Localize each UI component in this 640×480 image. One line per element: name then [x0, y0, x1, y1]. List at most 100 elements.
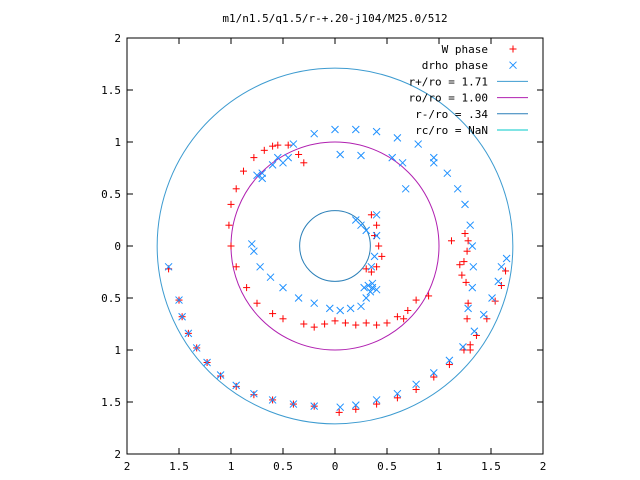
drho-phase-point	[325, 304, 334, 313]
w-phase-point	[232, 382, 240, 390]
drho-phase-point	[479, 310, 488, 319]
drho-phase-point	[372, 210, 381, 219]
w-phase-point	[447, 237, 455, 245]
drho-phase-point	[429, 158, 438, 167]
legend-label: r-/ro = .34	[415, 108, 488, 121]
w-phase-point	[412, 296, 420, 304]
drho-phase-point	[164, 262, 173, 271]
drho-phase-point	[175, 296, 183, 304]
drho-phase-point	[310, 129, 319, 138]
y-tick-label: 1.5	[101, 84, 121, 97]
x-tick-label: 2	[124, 460, 131, 473]
y-tick-label: 2	[114, 448, 121, 461]
w-phase-point	[239, 167, 247, 175]
w-phase-point	[466, 346, 474, 354]
drho-phase-point	[268, 396, 277, 404]
w-phase-point	[232, 185, 240, 193]
legend-label: rc/ro = NaN	[415, 124, 488, 137]
x-tick-label: 1.5	[481, 460, 501, 473]
drho-phase-point	[289, 400, 298, 408]
w-phase-point	[404, 306, 412, 314]
drho-phase-point	[289, 140, 298, 148]
w-phase-point	[250, 154, 258, 162]
w-phase-point	[217, 372, 225, 380]
w-phase-point	[300, 320, 308, 328]
w-phase-point	[362, 319, 370, 327]
drho-phase-point	[310, 299, 319, 308]
w-phase-point	[227, 242, 235, 250]
drho-phase-point	[357, 302, 365, 311]
drho-phase-point	[253, 171, 261, 180]
w-phase-point	[373, 400, 381, 408]
drho-phase-point	[279, 283, 287, 292]
w-phase-point	[295, 150, 303, 158]
w-phase-point	[483, 315, 491, 323]
w-phase-point	[460, 258, 468, 266]
w-phase-point	[250, 391, 258, 399]
drho-phase-point	[429, 369, 438, 377]
w-phase-point	[430, 373, 438, 381]
w-phase-point	[321, 320, 329, 328]
w-phase-point	[274, 141, 282, 149]
drho-phase-point	[250, 389, 258, 398]
drho-phase-point	[178, 312, 186, 321]
axis-ticks: 2 1.5 1 0.5 0 0.5 1 1.5 221.510.500.511.52	[101, 32, 546, 473]
drho-phase-point	[502, 254, 511, 263]
data-points	[164, 125, 511, 416]
w-phase-point	[400, 315, 408, 323]
drho-phase-point	[266, 273, 275, 282]
drho-phase-point	[393, 133, 402, 142]
drho-phase-point	[466, 221, 475, 230]
drho-phase-point	[268, 161, 277, 169]
drho-phase-point	[203, 358, 211, 367]
w-phase-point	[425, 292, 433, 300]
drho-phase-point	[497, 262, 506, 271]
drho-phase-point	[192, 344, 201, 352]
w-phase-point	[243, 284, 251, 292]
w-phase-point	[352, 321, 360, 329]
drho-phase-point	[294, 294, 303, 302]
legend-label: W phase	[442, 43, 488, 56]
w-phase-point	[284, 141, 292, 149]
drho-phase-point	[372, 127, 381, 136]
x-tick-label: 1	[228, 460, 235, 473]
drho-phase-point	[284, 153, 293, 162]
reference-circles	[156, 67, 514, 425]
w-phase-point	[232, 263, 240, 271]
w-phase-point	[463, 315, 471, 323]
drho-phase-point	[445, 356, 454, 365]
x-tick-label: 0.5	[377, 460, 397, 473]
drho-phase-point	[336, 150, 345, 159]
drho-phase-point	[360, 283, 368, 292]
w-phase-point	[461, 230, 469, 238]
drho-phase-point	[459, 343, 467, 351]
drho-phase-point	[393, 389, 402, 398]
drho-phase-point	[398, 158, 407, 167]
w-phase-point	[462, 278, 470, 286]
w-phase-point	[463, 247, 471, 255]
w-phase-point	[464, 237, 472, 245]
chart-title: m1/n1.5/q1.5/r-+.20-j104/M25.0/512	[222, 12, 447, 25]
drho-phase-point	[461, 200, 469, 209]
drho-phase-point	[469, 262, 478, 271]
legend-label: ro/ro = 1.00	[409, 92, 488, 105]
drho-phase-point	[412, 380, 420, 389]
drho-phase-point	[414, 140, 423, 148]
drho-phase-point	[443, 169, 452, 178]
w-phase-point	[260, 146, 268, 154]
y-tick-label: 1	[114, 136, 121, 149]
x-tick-label: 1	[436, 460, 443, 473]
w-phase-point	[269, 310, 277, 318]
reference-circle	[156, 67, 514, 425]
drho-phase-point	[357, 151, 365, 160]
drho-phase-point	[336, 403, 345, 412]
drho-phase-point	[247, 240, 256, 248]
drho-phase-point	[468, 242, 477, 250]
drho-phase-point	[370, 252, 379, 261]
drho-phase-point	[494, 277, 503, 286]
w-phase-point	[373, 263, 381, 271]
w-phase-point	[310, 323, 318, 331]
drho-phase-point	[351, 401, 360, 409]
drho-phase-point	[364, 281, 373, 290]
drho-phase-point	[401, 184, 410, 193]
